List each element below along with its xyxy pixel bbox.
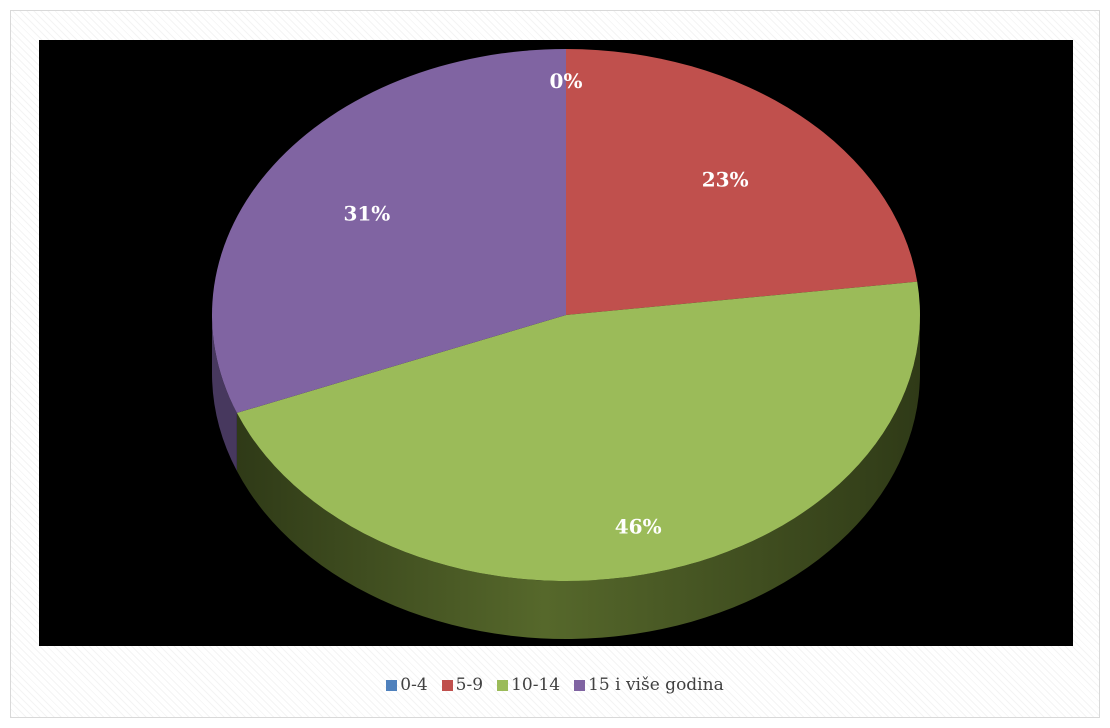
legend-item-15-i-vi-e-godina: 15 i više godina [574,674,724,695]
legend-item-0-4: 0-4 [386,674,428,695]
pie-chart: 0% 23% 46% 31% [212,49,921,640]
legend-swatch [441,679,453,691]
pie-slice-15-i-vi-e-godina [212,49,566,413]
legend-label: 0-4 [400,674,428,695]
pie-slice-10-14 [236,281,920,582]
chart-area: 0% 23% 46% 31% 0-4 5-9 10-14 15 i više godina [10,10,1100,718]
data-label-15-i-vi-e-godina: 31% [343,201,390,225]
plot-area: 0% 23% 46% 31% [39,40,1073,646]
data-label-10-14: 46% [615,514,662,538]
pie-side-10-14 [236,315,921,640]
legend-item-5-9: 5-9 [441,674,484,695]
pie-side-15-i-vi-e-godina [212,315,237,471]
legend: 0-4 5-9 10-14 15 i više godina [11,670,1099,700]
data-label-0-4: 0% [550,69,583,93]
legend-item-10-14: 10-14 [497,674,561,695]
legend-label: 5-9 [455,674,484,695]
legend-swatch [386,679,398,691]
legend-label: 15 i više godina [588,674,724,695]
data-label-5-9: 23% [702,167,749,191]
legend-swatch [497,679,509,691]
legend-label: 10-14 [511,674,561,695]
pie-slice-5-9 [566,49,918,315]
legend-swatch [574,679,586,691]
